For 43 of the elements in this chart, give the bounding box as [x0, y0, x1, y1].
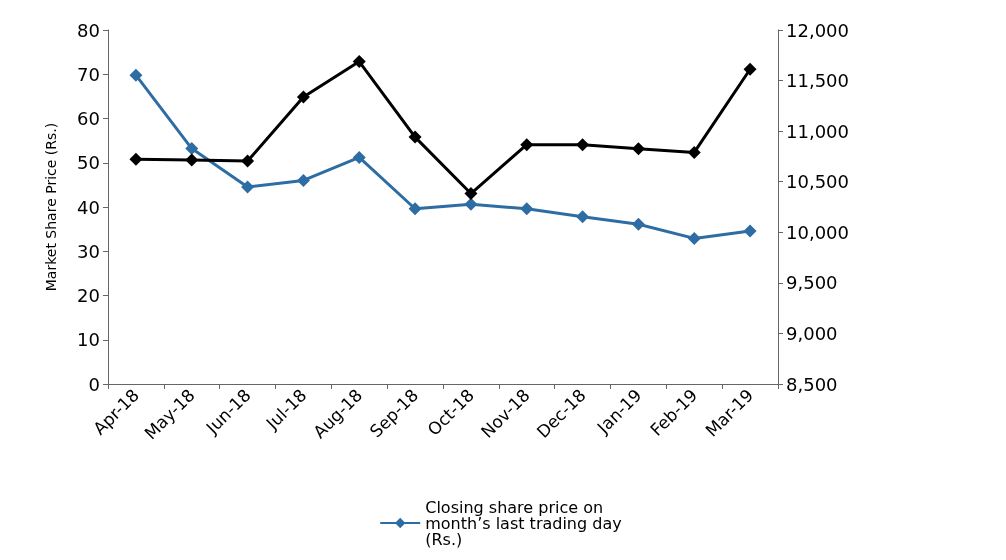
y2-tick-label: 10,500 [786, 171, 849, 193]
point [129, 68, 143, 82]
y-tick-label: 30 [77, 240, 100, 262]
y-tick-label: 60 [77, 108, 100, 129]
point [464, 187, 478, 201]
point [129, 152, 143, 166]
y2-tick-label: 8,500 [786, 373, 838, 395]
legend-label: Closing share price on month’s last trading day (Rs.) [425, 497, 627, 549]
point [185, 142, 199, 156]
point [296, 90, 310, 104]
point [743, 62, 757, 76]
point [408, 202, 422, 216]
point [408, 130, 422, 144]
y2-tick-label: 11,500 [786, 70, 849, 92]
point [464, 197, 478, 211]
point [576, 138, 590, 152]
point [352, 150, 366, 164]
point [687, 145, 701, 159]
point [352, 55, 366, 69]
y-tick-label: 70 [77, 63, 100, 85]
y-tick-label: 50 [77, 152, 100, 174]
y2-tick-label: 9,000 [786, 322, 838, 344]
point [631, 217, 645, 231]
y2-tick-label: 9,500 [786, 272, 838, 294]
y-tick-label: 80 [77, 19, 100, 41]
y-axis-title: Market Share Price (Rs.) [43, 122, 59, 292]
point [520, 202, 534, 216]
point [687, 231, 701, 245]
y2-tick-label: 12,000 [786, 19, 849, 41]
point [520, 138, 534, 152]
y-tick-label: 0 [88, 373, 100, 395]
y-tick-label: 20 [77, 285, 100, 306]
y2-tick-label: 11,000 [786, 120, 849, 142]
point [241, 154, 255, 168]
point [631, 142, 645, 156]
y-tick-label: 40 [77, 196, 100, 218]
point [296, 173, 310, 187]
point [576, 210, 590, 224]
y2-tick-label: 10,000 [786, 221, 849, 243]
point [185, 153, 199, 167]
point [241, 180, 255, 194]
y-tick-label: 10 [77, 329, 100, 351]
point [743, 224, 757, 238]
